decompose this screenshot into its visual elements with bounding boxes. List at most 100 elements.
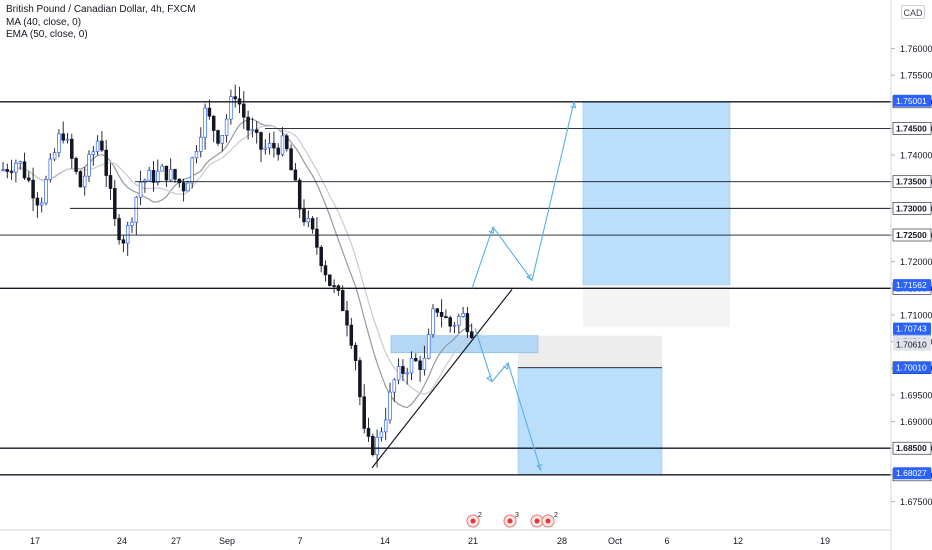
long-target-zone [582,101,731,286]
time-tick-label: 12 [733,536,743,546]
moving-averages [2,118,473,409]
time-axis[interactable]: 17 24 27 Sep 7 14 21 28 Oct 6 12 19 [0,529,891,546]
candle-body [1,169,5,171]
candle-body [220,135,225,144]
candle-body [117,218,121,241]
candle-body [121,239,126,244]
time-tick-label: 19 [820,536,830,546]
ma-indicator-label[interactable]: MA (40, close, 0) [6,16,82,28]
price-badge [893,338,931,351]
event-count-label: 2 [478,512,482,519]
candle-body [87,154,91,177]
trendline [371,289,513,469]
candle-body [104,149,108,176]
long-stop-zone [583,285,730,327]
candle-body [207,107,212,117]
price-axis[interactable]: 1.760001.755001.750001.745001.740001.735… [890,0,932,550]
event-markers[interactable]: 2 3 2 [466,512,558,528]
ema-indicator-label[interactable]: EMA (50, close, 0) [6,29,88,40]
candle-body [289,148,293,171]
level-price-tag [892,202,932,215]
candle-body [409,358,414,374]
candle-body [82,175,87,188]
candle-body [57,133,61,154]
candle-body [91,151,96,155]
candle-body [125,225,130,244]
currency-button[interactable]: CAD [901,5,925,19]
candle-body [156,170,160,183]
candle-body [315,228,319,248]
candle-body [383,419,388,433]
candle-body [250,129,255,132]
candle-body [444,316,448,319]
candle-body [199,136,203,152]
flag-dot-icon [545,518,551,524]
symbol-title[interactable]: British Pound / Canadian Dollar, 4h, FXC… [6,4,196,15]
candle-body [332,285,336,287]
price-badge [893,279,931,292]
candle-body [190,157,194,184]
candle-body [396,366,401,381]
candle-body [353,344,358,361]
candle-body [366,428,371,437]
candle-body [22,161,27,179]
level-price-text: 1.73500 [896,177,927,187]
candle-body [323,265,328,276]
level-price-text: 1.73000 [896,203,927,213]
candle-body [401,366,405,374]
price-badge [893,467,931,480]
candle-body [194,151,199,159]
candle-body [211,115,216,131]
candle-body [229,96,233,120]
time-tick-label: 27 [171,536,181,546]
flag-dot-icon [470,518,476,524]
level-price-text: 1.72500 [896,230,927,240]
candle-body [469,331,474,339]
candle-body [465,313,470,333]
bearish-projection-path [474,328,542,471]
candle-body [302,208,306,223]
ma-40-line [2,118,473,409]
short-target-zone [517,367,663,474]
price-tick-label: 1.76000 [900,44,932,54]
time-tick-label: 7 [297,536,302,546]
horizontal-levels[interactable] [0,101,891,476]
candle-body [263,147,268,150]
price-tick-label: 1.72000 [900,257,932,267]
candle-body [100,140,104,151]
candle-body [375,436,379,456]
candles [1,84,474,468]
candle-body [431,308,435,335]
candle-body [418,360,422,370]
price-badge-text: 1.75001 [896,96,927,106]
candle-body [78,171,83,188]
candle-body [164,165,169,181]
level-price-text: 1.68500 [896,443,927,453]
price-badge-text: 1.70610 [896,340,927,350]
candle-body [461,313,465,317]
candle-body [426,334,431,359]
time-tick-label: 24 [117,536,127,546]
level-price-tag [892,441,932,455]
level-price-tag [892,122,932,135]
price-tick-label: 1.69500 [900,390,932,400]
candle-body [392,379,397,393]
time-tick-label: Oct [608,536,623,546]
arrowhead-icon [488,226,495,234]
event-count-label: 3 [515,512,519,519]
arrowhead-icon [502,362,509,370]
drawings[interactable] [371,101,577,471]
price-tick-label: 1.69000 [900,417,932,427]
candle-body [435,308,440,313]
candle-body [267,142,272,149]
level-price-text: 1.74500 [896,123,927,133]
candle-body [108,175,113,189]
price-badge-text: 1.71562 [896,280,927,290]
candle-body [280,135,285,155]
candle-body [233,96,237,100]
candle-body [130,221,134,226]
candle-body [48,158,53,180]
price-badge-text: 1.70010 [896,363,927,373]
candle-body [177,178,182,184]
